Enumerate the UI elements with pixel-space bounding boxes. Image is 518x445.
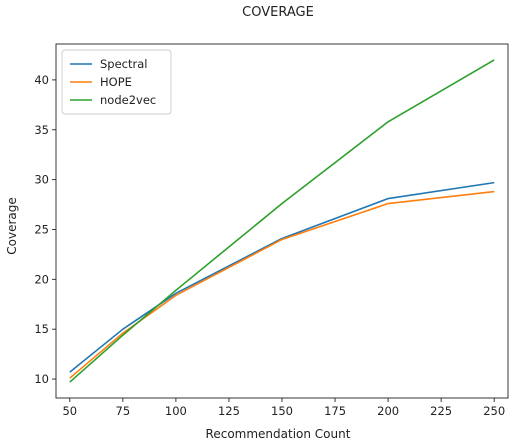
x-axis-label: Recommendation Count <box>206 427 351 441</box>
y-tick-label: 30 <box>34 173 49 187</box>
legend-label-spectral: Spectral <box>100 57 147 71</box>
x-tick-label: 125 <box>218 404 240 418</box>
x-tick-label: 250 <box>483 404 505 418</box>
series-line-hope <box>69 190 495 379</box>
x-axis-ticks: 50 75 100 125 150 175 200 225 250 <box>62 398 505 418</box>
x-tick-label: 225 <box>430 404 452 418</box>
x-tick-label: 50 <box>62 404 77 418</box>
legend: Spectral HOPE node2vec <box>61 49 172 115</box>
x-tick-label: 75 <box>116 404 131 418</box>
y-tick-label: 25 <box>34 222 49 236</box>
x-tick-label: 175 <box>324 404 346 418</box>
y-tick-label: 35 <box>34 123 49 137</box>
x-tick-label: 200 <box>377 404 399 418</box>
y-tick-label: 10 <box>34 372 49 386</box>
x-tick-label: 100 <box>165 404 187 418</box>
series-line-node2vec <box>69 59 495 383</box>
y-axis-label: Coverage <box>5 197 19 255</box>
legend-label-hope: HOPE <box>100 75 132 89</box>
legend-box <box>61 49 172 115</box>
y-tick-label: 20 <box>34 272 49 286</box>
chart-title: COVERAGE <box>242 5 314 20</box>
y-axis-ticks: 10 15 20 25 30 35 40 <box>34 73 56 386</box>
series-line-spectral <box>69 181 495 373</box>
x-tick-label: 150 <box>271 404 293 418</box>
y-tick-label: 40 <box>34 73 49 87</box>
legend-label-node2vec: node2vec <box>100 93 156 107</box>
series-lines <box>69 59 495 383</box>
y-tick-label: 15 <box>34 322 49 336</box>
